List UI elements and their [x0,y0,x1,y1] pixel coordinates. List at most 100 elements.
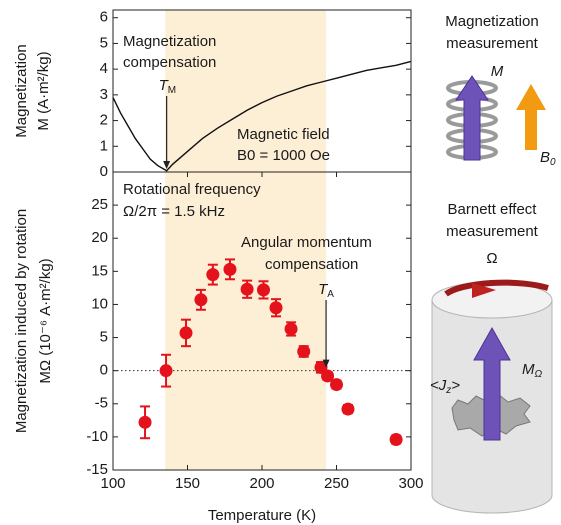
arrow-label-main: T [318,281,329,298]
arrow-label: TA [318,281,334,300]
y-tick-label: 10 [91,295,108,312]
m-omega-main: M [522,361,535,378]
x-tick-label: 200 [249,475,274,492]
annotation: compensation [123,54,216,71]
marker [240,282,254,296]
omega-label: Ω [486,250,497,267]
marker [138,415,152,429]
arrow-head [163,161,171,169]
marker [297,344,311,358]
y-tick-label: -5 [95,395,108,412]
arrow-label-main: T [159,77,170,94]
annotation: B0 = 1000 Oe [237,147,330,164]
m-omega-label: MΩ [522,361,543,380]
marker [284,322,298,336]
magnetization-curve [112,60,412,172]
y-tick-label: 6 [100,9,108,26]
arrow-head [322,359,330,368]
x-axis-label: Temperature (K) [208,507,316,524]
rotation-arc [444,279,549,297]
illustration-title: measurement [446,223,539,240]
y-tick-label: 0 [100,362,108,379]
y-tick-label: 1 [100,137,108,154]
marker [223,262,237,276]
y-axis-label: Magnetization induced by rotation [13,209,30,433]
j-label-main: <J [430,377,447,394]
highlight-band [165,10,327,172]
data-point [341,402,355,416]
annotation: Ω/2π = 1.5 kHz [123,203,225,220]
y-axis-label: M (A·m²/kg) [35,51,52,130]
b-label-main: B [540,149,550,166]
x-tick-label: 250 [324,475,349,492]
data-point [284,321,298,337]
y-tick-label: 3 [100,86,108,103]
magnetization-illustration: Magnetization measurement M B0 [445,13,556,168]
arrow-label-sub: M [168,85,176,96]
arrow-label: TM [159,77,177,96]
illustration-title: Barnett effect [448,201,538,218]
y-tick-label: 5 [100,329,108,346]
y-tick-label: 4 [100,60,108,77]
plot-frame [112,171,412,471]
y-tick-label: 15 [91,262,108,279]
illustration-title: measurement [446,35,539,52]
data-point [297,344,311,358]
data-point [179,318,193,348]
annotation: Magnetization [123,33,216,50]
m-label: M [491,63,504,80]
y-tick-label: 5 [100,34,108,51]
j-label-sub: z [445,385,451,396]
y-axis-label: MΩ (10⁻⁶ A·m²/kg) [37,258,54,383]
marker [321,369,335,383]
highlight-band [165,172,327,470]
y-tick-label: 25 [91,196,108,213]
data-point [330,378,343,392]
rotation-arrowhead [472,283,496,298]
marker [330,378,343,392]
annotation: Angular momentum [241,234,372,251]
marker [194,293,208,307]
data-point [269,298,283,318]
x-tick-label: 150 [175,475,200,492]
b-label: B0 [540,149,556,168]
y-tick-label: 20 [91,229,108,246]
x-tick-label: 100 [100,475,125,492]
arrow-label-sub: A [327,289,334,300]
illustration-title: Magnetization [445,13,538,30]
data-point [321,369,335,383]
annotation: Rotational frequency [123,181,261,198]
marker [341,402,355,416]
x-tick-label: 300 [398,475,423,492]
y-tick-label: 0 [100,163,108,180]
plots: 0 1 2 3 4 5 6 Magnetization M (A·m²/kg) Magnetiza… [13,9,424,524]
marker [159,364,173,378]
barnett-illustration: Barnett effect measurement Ω MΩ <Jz> [430,201,553,514]
y-tick-label: -15 [86,461,108,478]
y-tick-label: -10 [86,428,108,445]
magnetization-arrow [455,75,489,161]
marker [269,301,283,315]
y-tick-label: 2 [100,112,108,129]
y-axis-label: Magnetization [13,44,30,137]
annotation: Magnetic field [237,126,330,143]
b-label-sub: 0 [550,157,556,168]
marker [256,283,270,297]
data-point [223,258,237,281]
j-label: <Jz> [430,377,460,396]
j-label-end: > [451,377,460,394]
field-arrow [516,84,546,150]
m-omega-sub: Ω [535,369,543,380]
data-point [240,279,254,299]
data-point [159,353,173,388]
moment-arrow [473,326,511,441]
marker [389,433,403,447]
data-point [194,288,208,311]
annotation: compensation [265,256,358,273]
marker [179,326,193,340]
marker [206,268,220,282]
data-point [389,433,403,447]
data-point [256,280,270,300]
data-point [206,263,220,286]
